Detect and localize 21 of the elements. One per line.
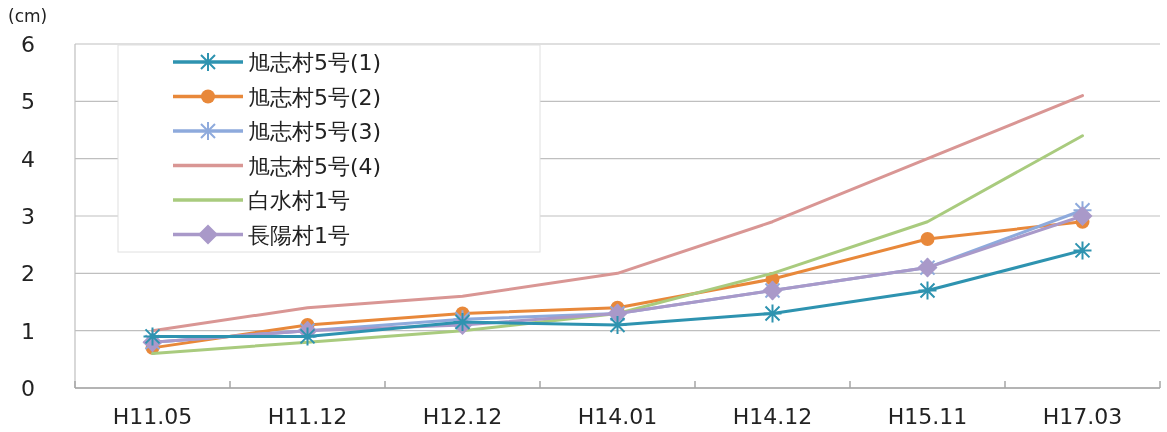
legend-label: 旭志村5号(1)	[248, 50, 382, 75]
y-tick-label: 1	[21, 318, 35, 344]
legend-label: 旭志村5号(3)	[248, 119, 382, 144]
y-tick-label: 6	[21, 32, 35, 57]
legend-label: 長陽村1号	[248, 222, 350, 248]
x-tick-label: H14.01	[577, 404, 658, 429]
x-tick-label: H15.11	[887, 404, 968, 429]
x-tick-label: H11.05	[112, 404, 193, 429]
y-axis-title: (cm)	[8, 6, 48, 26]
y-tick-label: 4	[21, 146, 35, 172]
x-tick-label: H17.03	[1042, 404, 1123, 429]
legend-label: 白水村1号	[248, 188, 350, 213]
x-tick-label: H12.12	[422, 404, 503, 429]
x-tick-label: H14.12	[732, 404, 813, 429]
y-tick-label: 5	[21, 89, 35, 115]
y-tick-label: 3	[21, 204, 35, 229]
legend-label: 旭志村5号(2)	[248, 84, 382, 110]
x-tick-label: H11.12	[267, 404, 348, 429]
y-tick-label: 0	[21, 376, 35, 401]
y-tick-label: 2	[21, 261, 35, 287]
legend-label: 旭志村5号(4)	[248, 153, 382, 179]
